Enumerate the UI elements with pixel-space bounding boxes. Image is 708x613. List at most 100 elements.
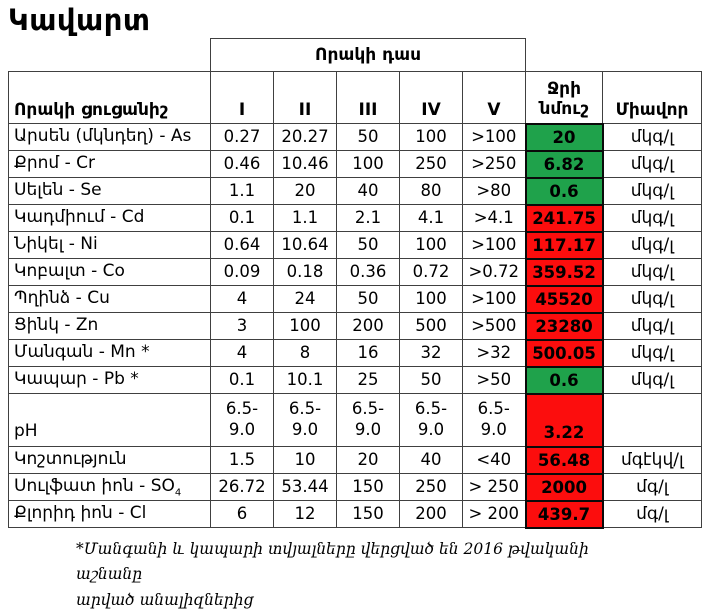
class-iv-value: 250 (400, 151, 463, 178)
class-iii-value: 20 (337, 447, 400, 474)
sample-value: 3.22 (526, 394, 603, 447)
class-ii-value: 12 (274, 501, 337, 528)
table-row: Քլորիդ իոն - Cl 6 12 150 200 > 200 439.7… (9, 501, 702, 528)
class-iii-value: 50 (337, 124, 400, 151)
class-i-value: 3 (211, 313, 274, 340)
class-i-value: 0.1 (211, 205, 274, 232)
sample-value: 439.7 (526, 501, 603, 528)
class-iii-value: 50 (337, 286, 400, 313)
class-iv-value: 50 (400, 367, 463, 394)
class-ii-value: 10 (274, 447, 337, 474)
class-iv-value: 32 (400, 340, 463, 367)
class-iii-value: 50 (337, 232, 400, 259)
page-title: Կավարտ (8, 3, 708, 37)
table-row: Մանգան - Mn * 4 8 16 32 >32 500.05 մկգ/լ (9, 340, 702, 367)
class-iv-value: 250 (400, 474, 463, 501)
row-label: Պղինձ - Cu (9, 286, 211, 313)
table-row: Նիկել - Ni 0.64 10.64 50 100 >100 117.17… (9, 232, 702, 259)
class-i-value: 0.64 (211, 232, 274, 259)
class-i-value: 0.46 (211, 151, 274, 178)
footnote: *Մանգանի և կապարի տվյալները վերցված են 2… (76, 537, 656, 613)
unit-value: մկգ/լ (603, 286, 702, 313)
class-iv-value: 4.1 (400, 205, 463, 232)
column-header-unit: Միավոր (603, 72, 702, 124)
table-row: Սելեն - Se 1.1 20 40 80 >80 0.6 մկգ/լ (9, 178, 702, 205)
class-iii-value: 200 (337, 313, 400, 340)
class-iii-value: 2.1 (337, 205, 400, 232)
unit-value: մկգ/լ (603, 313, 702, 340)
class-iv-value: 40 (400, 447, 463, 474)
sample-value: 117.17 (526, 232, 603, 259)
class-iii-value: 25 (337, 367, 400, 394)
quality-class-group-header: Որակի դաս (211, 39, 526, 72)
table-row: Կոբալտ - Co 0.09 0.18 0.36 0.72 >0.72 35… (9, 259, 702, 286)
row-label: Քրոմ - Cr (9, 151, 211, 178)
class-iv-value: 0.72 (400, 259, 463, 286)
sample-value: 2000 (526, 474, 603, 501)
class-ii-value: 24 (274, 286, 337, 313)
column-header-row: Որակի ցուցանիշ I II III IV V Ջրի նմուշ Մ… (9, 72, 702, 124)
table-row: Պղինձ - Cu 4 24 50 100 >100 45520 մկգ/լ (9, 286, 702, 313)
column-header-water-sample: Ջրի նմուշ (526, 72, 603, 124)
class-iv-value: 80 (400, 178, 463, 205)
sample-value: 241.75 (526, 205, 603, 232)
class-v-value: > 250 (463, 474, 526, 501)
class-ii-value: 10.64 (274, 232, 337, 259)
class-ii-value: 8 (274, 340, 337, 367)
class-ii-value: 10.46 (274, 151, 337, 178)
class-v-value: >4.1 (463, 205, 526, 232)
table-row: Քրոմ - Cr 0.46 10.46 100 250 >250 6.82 մ… (9, 151, 702, 178)
class-i-value: 26.72 (211, 474, 274, 501)
class-v-value: >32 (463, 340, 526, 367)
column-header-indicator: Որակի ցուցանիշ (9, 72, 211, 124)
class-iii-value: 6.5- 9.0 (337, 394, 400, 447)
table-row: pH 6.5- 9.0 6.5- 9.0 6.5- 9.0 6.5- 9.0 6… (9, 394, 702, 447)
column-header-class-ii: II (274, 72, 337, 124)
unit-value: մկգ/լ (603, 205, 702, 232)
class-i-value: 4 (211, 340, 274, 367)
column-header-class-i: I (211, 72, 274, 124)
sample-value: 45520 (526, 286, 603, 313)
class-v-value: >500 (463, 313, 526, 340)
class-v-value: <40 (463, 447, 526, 474)
class-ii-value: 1.1 (274, 205, 337, 232)
row-label: pH (9, 394, 211, 447)
class-v-value: >100 (463, 232, 526, 259)
water-quality-table: Որակի դաս Որակի ցուցանիշ I II III IV V Ջ… (8, 38, 702, 529)
unit-value: մկգ/լ (603, 178, 702, 205)
sample-value: 23280 (526, 313, 603, 340)
unit-value: մկգ/լ (603, 151, 702, 178)
class-i-value: 6 (211, 501, 274, 528)
class-i-value: 0.27 (211, 124, 274, 151)
unit-value: մկգ/լ (603, 232, 702, 259)
class-iii-value: 150 (337, 474, 400, 501)
sample-value: 0.6 (526, 178, 603, 205)
class-i-value: 6.5- 9.0 (211, 394, 274, 447)
spacer-cell (9, 39, 211, 72)
unit-value (603, 394, 702, 447)
class-v-value: 6.5- 9.0 (463, 394, 526, 447)
sample-value: 56.48 (526, 447, 603, 474)
class-v-value: >100 (463, 124, 526, 151)
sample-value: 0.6 (526, 367, 603, 394)
class-i-value: 1.1 (211, 178, 274, 205)
row-label: Մանգան - Mn * (9, 340, 211, 367)
class-iv-value: 200 (400, 501, 463, 528)
column-header-class-v: V (463, 72, 526, 124)
unit-value: մկգ/լ (603, 124, 702, 151)
class-ii-value: 10.1 (274, 367, 337, 394)
class-ii-value: 53.44 (274, 474, 337, 501)
class-ii-value: 100 (274, 313, 337, 340)
class-ii-value: 20 (274, 178, 337, 205)
class-i-value: 0.09 (211, 259, 274, 286)
row-label: Արսեն (մկնդեղ) - As (9, 124, 211, 151)
group-header-row: Որակի դաս (9, 39, 702, 72)
unit-value: մկգ/լ (603, 340, 702, 367)
class-v-value: >250 (463, 151, 526, 178)
class-ii-value: 0.18 (274, 259, 337, 286)
row-label: Կոշտություն (9, 447, 211, 474)
unit-value: մգ/լ (603, 474, 702, 501)
column-header-class-iv: IV (400, 72, 463, 124)
table-row: Սուլֆատ իոն - SO4 26.72 53.44 150 250 > … (9, 474, 702, 501)
class-i-value: 0.1 (211, 367, 274, 394)
